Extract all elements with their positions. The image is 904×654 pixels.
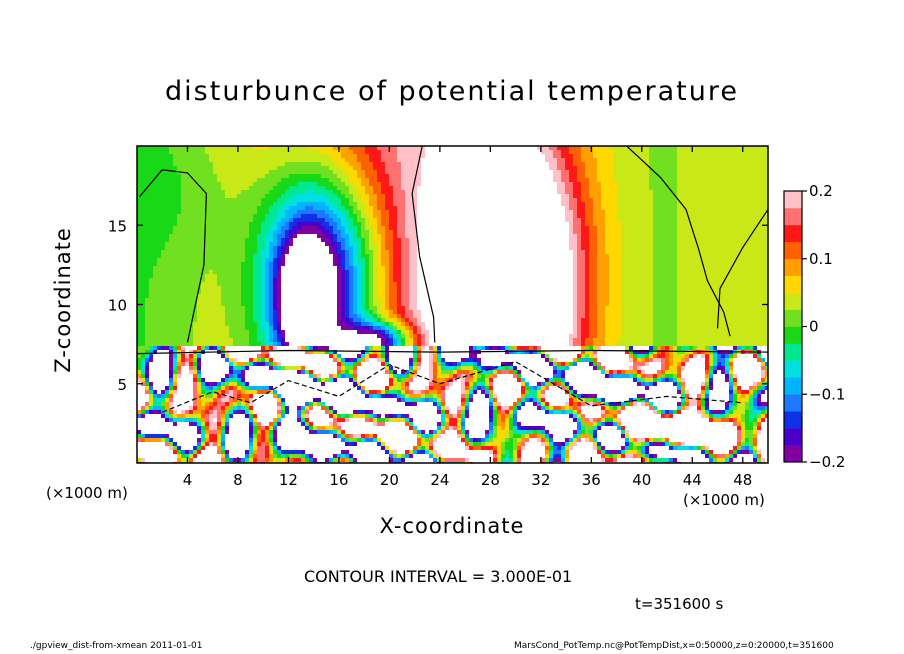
colorbar-swatch — [784, 191, 802, 209]
colorbar-tick-label: 0.2 — [809, 182, 833, 200]
y-axis-unit-label: (×1000 m) — [46, 484, 128, 502]
contour-line — [161, 360, 743, 413]
time-stamp: t=351600 s — [635, 595, 724, 613]
contour-lines — [137, 146, 768, 413]
colorbar-tick-label: 0 — [809, 318, 819, 336]
contour-line — [411, 146, 436, 343]
colorbar-tick-label: 0.1 — [809, 250, 833, 268]
colorbar-swatch — [784, 411, 802, 429]
colorbar-swatch — [784, 428, 802, 446]
contour-line — [137, 349, 768, 355]
colorbar-swatch — [784, 394, 802, 412]
colorbar-tick-label: −0.1 — [809, 385, 845, 403]
footer-command: ./gpview_dist-from-xmean 2011-01-01 — [30, 641, 203, 651]
colorbar-swatch — [784, 292, 802, 310]
x-tick-label: 32 — [531, 471, 550, 489]
contour-line — [626, 146, 731, 337]
x-tick-label: 12 — [279, 471, 298, 489]
x-tick-label: 36 — [582, 471, 601, 489]
y-tick-label: 15 — [108, 217, 127, 235]
contour-line — [716, 209, 768, 329]
colorbar-swatch — [784, 360, 802, 378]
colorbar: 0.2 0.1 0 −0.1 −0.2 — [783, 182, 845, 471]
x-tick-label: 16 — [329, 471, 348, 489]
colorbar-swatch — [784, 258, 802, 276]
footer-source: MarsCond_PotTemp.nc@PotTempDist,x=0:5000… — [514, 641, 834, 651]
x-tick-label: 40 — [632, 471, 651, 489]
colorbar-swatch — [784, 241, 802, 260]
x-tick-label: 48 — [733, 471, 752, 489]
colorbar-swatch — [784, 326, 802, 344]
colorbar-swatch — [784, 309, 802, 327]
x-tick-label: 28 — [481, 471, 500, 489]
chart-title: disturbunce of potential temperature — [165, 76, 739, 107]
x-tick-label: 20 — [380, 471, 399, 489]
colorbar-swatch — [784, 377, 802, 395]
contour-interval-text: CONTOUR INTERVAL = 3.000E-01 — [304, 567, 573, 586]
x-tick-label: 24 — [430, 471, 449, 489]
colorbar-swatch — [784, 445, 802, 463]
y-tick-label: 5 — [117, 376, 127, 394]
colorbar-swatch — [784, 343, 802, 361]
x-tick-label: 44 — [683, 471, 702, 489]
y-tick-label: 10 — [108, 297, 127, 315]
x-axis-label: X-coordinate — [379, 514, 525, 538]
heatmap-field — [137, 146, 768, 463]
x-tick-label: 4 — [183, 471, 193, 489]
colorbar-swatch — [784, 207, 802, 226]
contour-line — [139, 169, 208, 343]
colorbar-swatch — [784, 224, 802, 243]
x-tick-label: 8 — [233, 471, 243, 489]
colorbar-tick-label: −0.2 — [809, 453, 845, 471]
colorbar-swatch — [784, 275, 802, 293]
y-axis-label: Z-coordinate — [51, 227, 75, 373]
x-axis-unit-label: (×1000 m) — [683, 491, 765, 509]
